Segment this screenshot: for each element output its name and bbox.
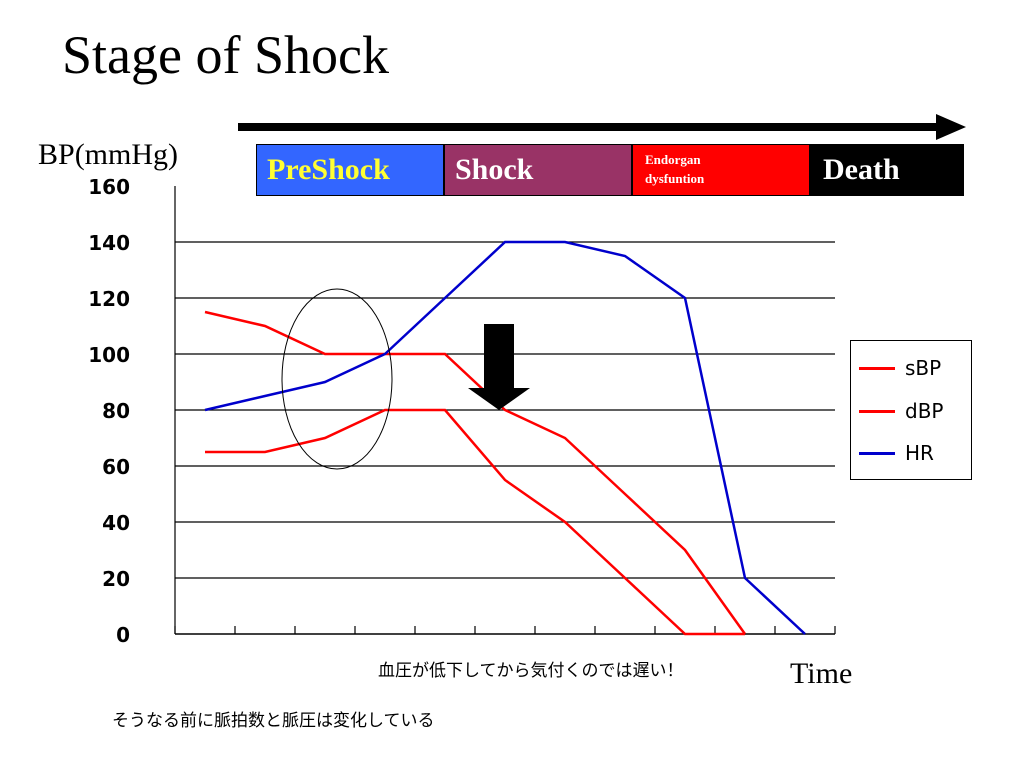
x-tick-marks [174, 626, 836, 634]
stage-endorgan-dysfunction: Endorgan dysfuntion [632, 144, 810, 196]
legend-swatch-dbp [859, 409, 895, 413]
legend-item-hr: HR [859, 438, 934, 468]
series-line-dbp [205, 408, 745, 636]
series-lines [204, 240, 806, 636]
legend-label-hr: HR [905, 441, 934, 465]
y-tick-label-120: 120 [88, 287, 130, 311]
y-tick-label-160: 160 [88, 175, 130, 199]
legend-swatch-sbp [859, 366, 895, 370]
y-tick-label-100: 100 [88, 343, 130, 367]
stage-preshock: PreShock [256, 144, 444, 196]
y-tick-label-60: 60 [102, 455, 130, 479]
y-tick-label-40: 40 [102, 511, 130, 535]
note-line-1: 血圧が低下してから気付くのでは遅い！ [378, 661, 684, 681]
x-axis-label: Time [790, 657, 853, 690]
legend-swatch-hr [859, 451, 895, 455]
legend-item-sbp: sBP [859, 353, 941, 383]
y-tick-label-80: 80 [102, 399, 130, 423]
highlight-ellipse [281, 288, 393, 470]
time-arrow-head [936, 114, 966, 140]
annotations [238, 114, 966, 470]
bp-drop-arrow [468, 324, 530, 410]
stage-bar: PreShock Shock Endorgan dysfuntion Death [256, 144, 964, 196]
stage-shock: Shock [444, 144, 632, 196]
y-tick-label-140: 140 [88, 231, 130, 255]
series-line-hr [204, 240, 806, 635]
legend-label-sbp: sBP [905, 356, 942, 380]
legend-item-dbp: dBP [859, 396, 943, 426]
legend: sBP dBP HR [850, 340, 972, 480]
page-title: Stage of Shock [62, 25, 389, 85]
y-tick-label-0: 0 [116, 623, 130, 647]
stage-death: Death [810, 144, 964, 196]
legend-label-dbp: dBP [905, 399, 944, 423]
y-axis-label: BP(mmHg) [38, 138, 179, 171]
note-line-2: そうなる前に脈拍数と脈圧は変化している [112, 711, 435, 731]
y-tick-label-20: 20 [102, 567, 130, 591]
series-line-sbp [204, 310, 747, 635]
y-tick-labels: 0 20 40 60 80 100 120 140 160 [88, 175, 130, 647]
